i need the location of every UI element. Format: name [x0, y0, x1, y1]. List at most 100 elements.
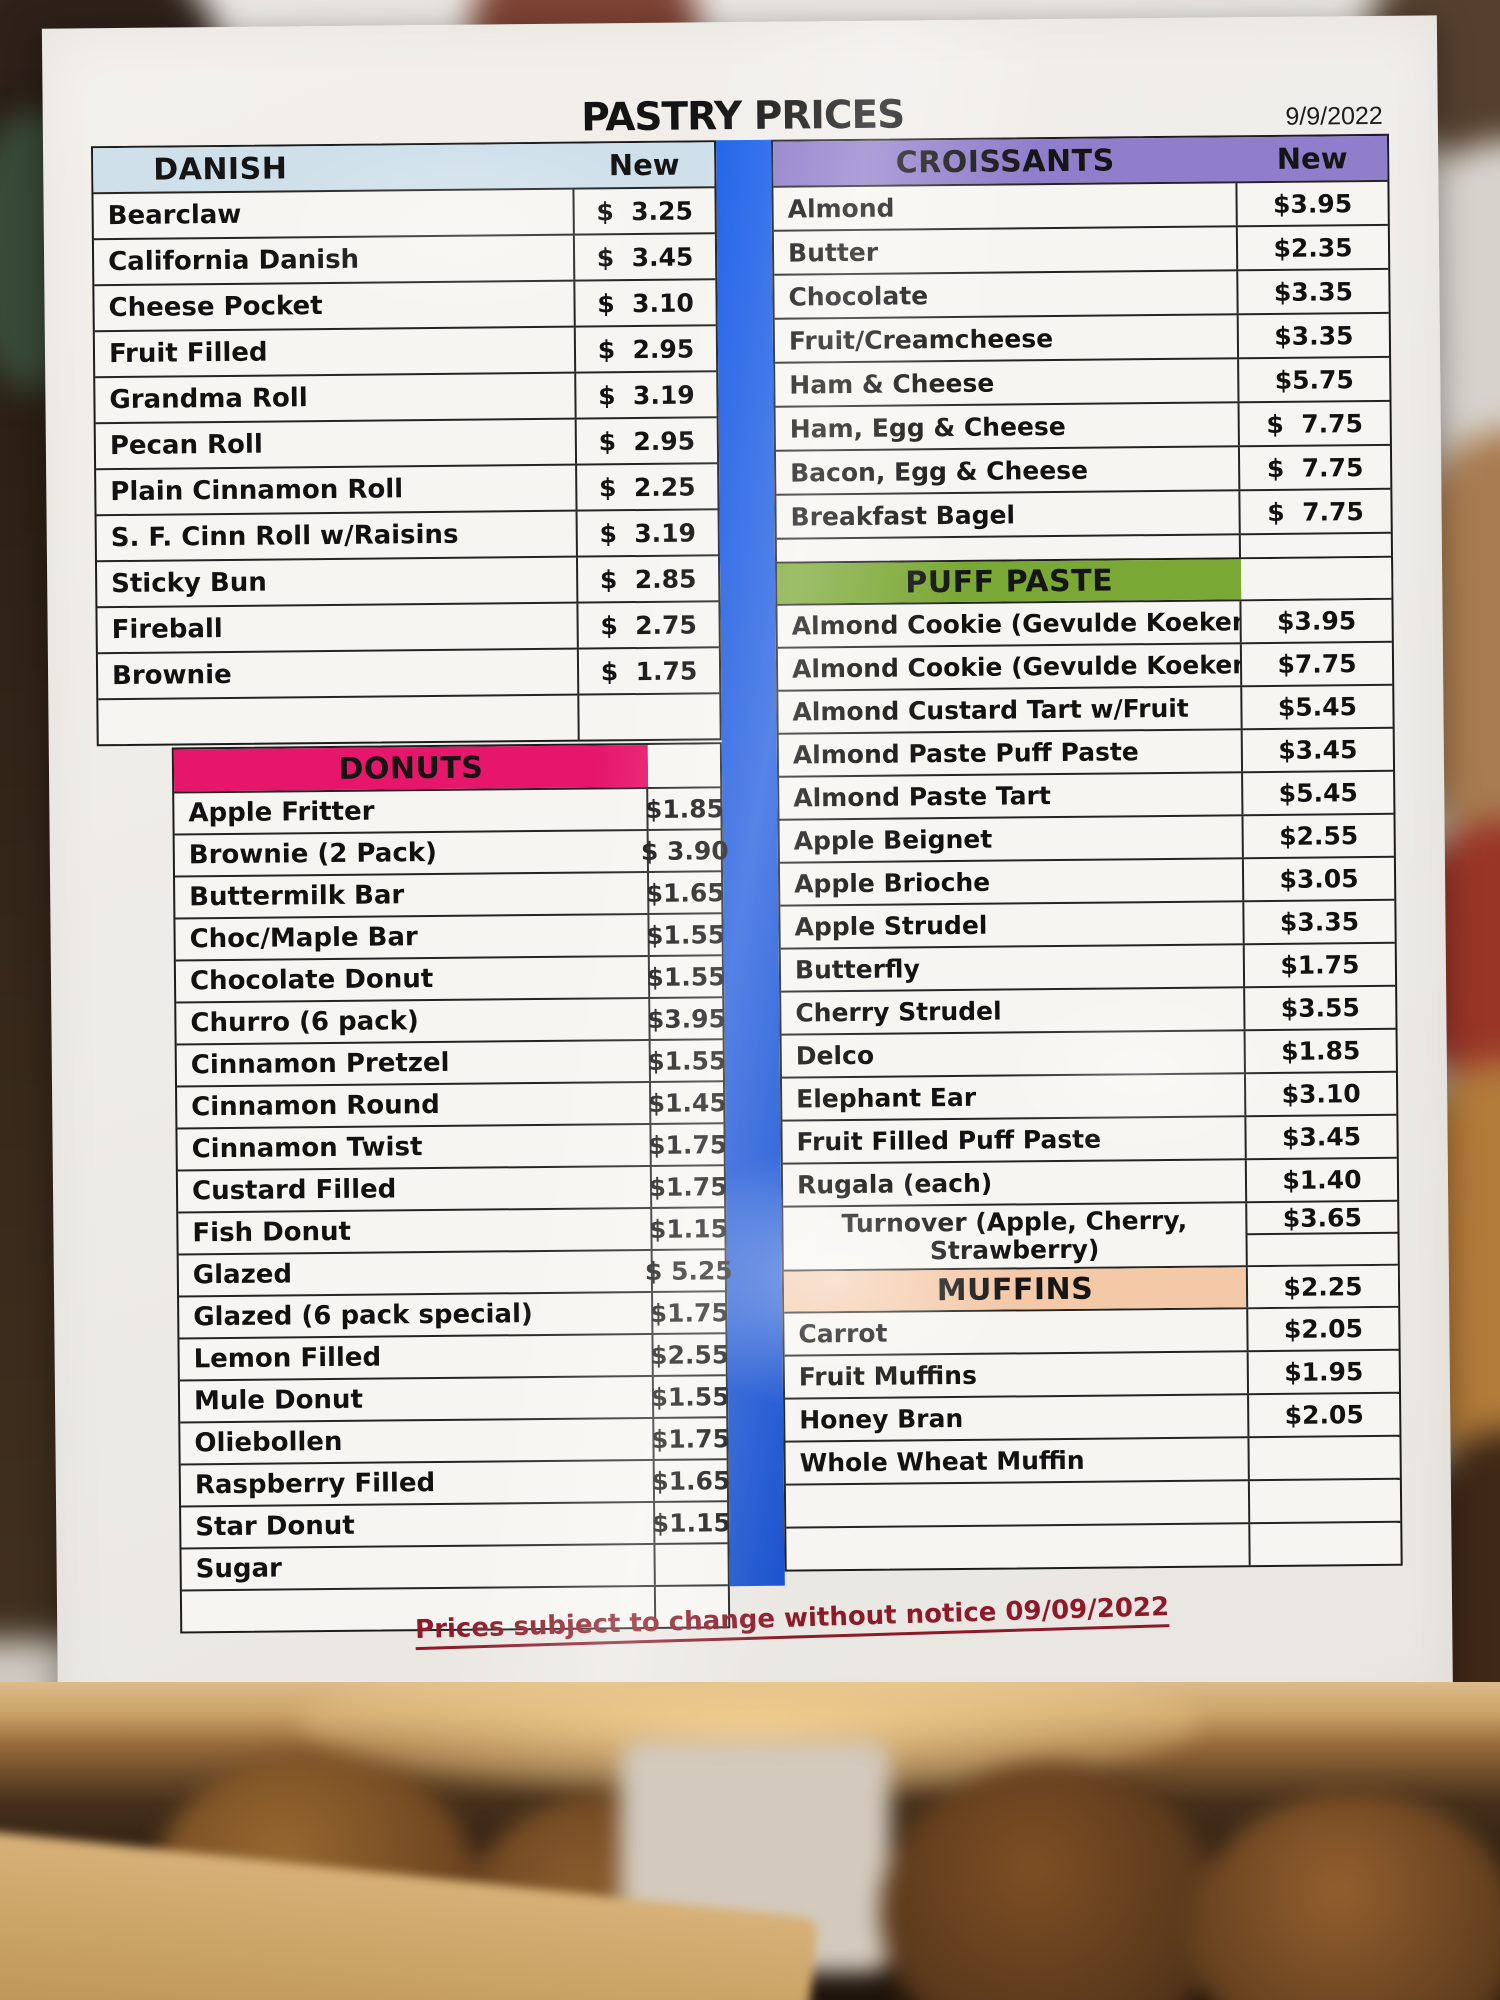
item-name: Fish Donut	[192, 1216, 352, 1249]
menu-item-row: Cherry Strudel $3.55	[781, 984, 1396, 1034]
item-price: $1.55	[647, 1040, 726, 1081]
item-price: $1.55	[646, 956, 726, 997]
item-name: Brownie	[111, 659, 232, 692]
item-name: Ham, Egg & Cheese	[789, 411, 1066, 444]
item-name: Sugar	[195, 1553, 283, 1585]
menu-item-row: Brownie (2 Pack) $ 3.90	[174, 828, 729, 876]
item-price: $3.10	[1243, 1072, 1397, 1116]
menu-item-row: Fruit Filled $ 2.95	[94, 324, 717, 377]
item-name: Almond Cookie (Gevulde Koeken)(2	[791, 649, 1241, 684]
menu-item-row: Fruit/Creamcheese $3.35	[774, 311, 1390, 362]
turnover-price: $3.65	[1282, 1202, 1363, 1233]
item-name: Apple Brioche	[793, 867, 991, 899]
item-price: $3.35	[1236, 313, 1390, 358]
menu-item-row: Buttermilk Bar $1.65	[175, 870, 725, 918]
item-name: Bacon, Egg & Cheese	[790, 455, 1089, 488]
menu-item-row: California Danish $ 3.45	[93, 232, 716, 285]
item-price: $1.85	[645, 788, 724, 829]
item-price: $2.05	[1246, 1307, 1399, 1351]
item-name: Cinnamon Pretzel	[190, 1047, 450, 1081]
item-price: $ 3.19	[575, 510, 718, 556]
muffins-rows: Carrot $2.05 Fruit Muffins $1.95 Honey B…	[784, 1305, 1401, 1570]
turnover-empty-cell	[1247, 1231, 1398, 1266]
item-price: $2.05	[1247, 1393, 1400, 1437]
item-name: Sticky Bun	[111, 567, 267, 600]
item-price	[1247, 1436, 1400, 1480]
menu-item-row: Almond Paste Tart $5.45	[779, 769, 1394, 819]
item-price: $ 2.95	[574, 418, 718, 464]
item-name: Cherry Strudel	[795, 996, 1002, 1028]
item-price: $ 3.90	[641, 830, 729, 871]
item-price: $1.75	[648, 1124, 727, 1165]
turnover-line1: Turnover (Apple, Cherry,	[841, 1205, 1188, 1239]
puff-paste-header-price-spacer	[1241, 557, 1392, 600]
item-name: Lemon Filled	[193, 1342, 382, 1375]
item-price: $1.65	[651, 1460, 731, 1501]
item-name: Almond Paste Puff Paste	[792, 737, 1139, 770]
item-price: $7.75	[1239, 642, 1393, 686]
menu-item-row: Cinnamon Pretzel $1.55	[176, 1038, 726, 1086]
menu-item-row: Cinnamon Round $1.45	[177, 1080, 727, 1128]
menu-item-row: Fireball $ 2.75	[97, 600, 719, 653]
item-name: Ham & Cheese	[789, 368, 995, 400]
item-name: Oliebollen	[194, 1426, 343, 1459]
item-price: $5.45	[1241, 771, 1394, 815]
item-name: Mule Donut	[193, 1384, 364, 1417]
croissants-section: CROISSANTS New Almond $3.95 Butter $2.35	[770, 133, 1394, 584]
donuts-section: DONUTS Apple Fritter $1.85 Brownie (2 Pa…	[171, 742, 733, 1634]
menu-item-row: Lemon Filled $2.55	[179, 1332, 729, 1380]
item-name: Fireball	[111, 614, 223, 646]
danish-header: DANISH New	[93, 142, 715, 193]
item-price: $2.55	[1241, 814, 1394, 858]
item-name: S. F. Cinn Roll w/Raisins	[110, 519, 459, 554]
item-price: $1.75	[648, 1166, 728, 1207]
item-price: $1.45	[648, 1082, 727, 1123]
menu-item-row: Apple Beignet $2.55	[779, 812, 1394, 862]
item-price: $1.55	[650, 1376, 730, 1417]
item-name: Brownie (2 Pack)	[188, 837, 438, 871]
item-name: Almond Custard Tart w/Fruit	[792, 693, 1189, 727]
item-name: Bearclaw	[107, 199, 242, 232]
item-price: $ 2.75	[576, 602, 719, 648]
menu-item-row: Sugar	[181, 1542, 728, 1590]
item-price: $ 3.25	[572, 188, 715, 234]
item-name: Fruit Filled	[108, 337, 268, 370]
display-case-foreground	[0, 1682, 1500, 2000]
item-name: Plain Cinnamon Roll	[110, 474, 404, 508]
item-price: $ 2.85	[575, 556, 719, 602]
item-name: Cinnamon Twist	[191, 1132, 423, 1165]
donuts-header: DONUTS	[173, 744, 721, 792]
item-price: $5.75	[1237, 357, 1390, 402]
menu-item-row: Butterfly $1.75	[780, 941, 1396, 991]
item-name: Raspberry Filled	[194, 1468, 436, 1501]
item-price: $3.95	[647, 998, 726, 1039]
item-name: Fruit/Creamcheese	[788, 323, 1054, 356]
item-price: $ 3.45	[572, 234, 716, 280]
item-name: Rugala (each)	[796, 1168, 993, 1200]
item-price	[577, 694, 720, 740]
item-name: Elephant Ear	[796, 1082, 977, 1114]
item-price: $1.15	[649, 1208, 728, 1249]
item-name: Churro (6 pack)	[190, 1006, 419, 1039]
item-price: $3.45	[1240, 728, 1394, 772]
item-name	[98, 696, 577, 745]
item-name: Butterfly	[794, 954, 920, 985]
item-name: Apple Beignet	[793, 824, 993, 856]
item-name: California Danish	[107, 244, 360, 278]
item-price: $3.55	[1243, 986, 1396, 1030]
menu-item-row: Breakfast Bagel $ 7.75	[776, 487, 1391, 538]
muffin-blur	[1190, 1792, 1500, 2000]
page-title: PASTRY PRICES	[581, 92, 905, 141]
menu-item-row: Butter $2.35	[773, 223, 1389, 274]
menu-item-row: Star Donut $1.15	[181, 1500, 731, 1548]
item-name: Star Donut	[195, 1510, 355, 1543]
puff-paste-rows: Almond Cookie (Gevulde Koeken) $3.95 Alm…	[777, 597, 1398, 1206]
menu-item-row	[786, 1520, 1401, 1570]
pastry-prices-sign: PASTRY PRICES 9/9/2022 DANISH New Bearcl…	[41, 15, 1454, 1729]
muffins-header-price: $2.25	[1245, 1265, 1399, 1308]
item-price: $1.85	[1243, 1029, 1396, 1073]
muffin-blur	[880, 1762, 1220, 2000]
menu-item-row: Ham & Cheese $5.75	[775, 355, 1390, 406]
menu-item-row: Elephant Ear $3.10	[781, 1070, 1397, 1120]
item-price: $ 3.10	[573, 280, 716, 326]
